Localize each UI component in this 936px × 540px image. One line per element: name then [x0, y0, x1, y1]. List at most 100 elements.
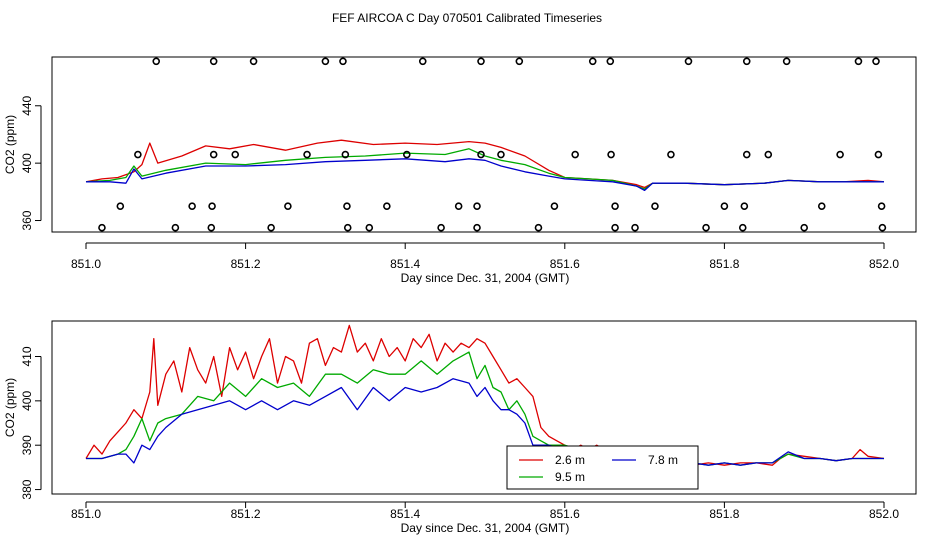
calibration-marker	[365, 223, 374, 232]
calibration-marker	[667, 150, 675, 159]
x-tick-label: 851.4	[390, 507, 420, 521]
calibration-marker	[738, 223, 747, 232]
calibration-marker	[764, 150, 773, 159]
y-tick-label: 400	[20, 153, 34, 173]
calibration-marker	[740, 202, 749, 210]
x-tick-label: 851.2	[231, 507, 261, 521]
x-tick-label: 851.8	[709, 257, 739, 271]
calibration-marker	[836, 150, 844, 159]
calibration-marker	[497, 150, 505, 159]
calibration-marker	[188, 202, 196, 210]
x-tick-label: 851.6	[550, 507, 580, 521]
calibration-marker	[702, 223, 710, 232]
chart-title: FEF AIRCOA C Day 070501 Calibrated Times…	[332, 11, 602, 25]
calibration-marker	[402, 150, 411, 159]
y-tick-label: 360	[20, 210, 34, 230]
calibration-marker	[303, 150, 311, 159]
y-tick-label: 400	[20, 391, 34, 411]
x-tick-label: 852.0	[869, 507, 899, 521]
calibration-marker	[684, 57, 693, 66]
calibration-marker	[209, 150, 218, 159]
x-axis-label: Day since Dec. 31, 2004 (GMT)	[401, 271, 570, 285]
calibration-marker	[571, 150, 579, 159]
calibration-marker	[854, 57, 863, 66]
legend-entry: 7.8 m	[648, 453, 678, 467]
calibration-marker	[477, 57, 485, 66]
calibration-marker	[611, 202, 619, 210]
calibration-marker	[98, 223, 106, 232]
legend: 2.6 m 9.5 m 7.8 m	[506, 445, 699, 490]
calibration-marker	[550, 202, 559, 210]
calibration-marker	[343, 202, 351, 210]
calibration-marker	[878, 223, 887, 232]
calibration-marker	[477, 150, 485, 159]
calibration-marker	[116, 202, 125, 210]
calibration-marker	[588, 57, 597, 66]
y-axis-label: CO2 (ppm)	[3, 115, 17, 174]
calibration-marker	[152, 57, 161, 66]
calibration-marker	[742, 150, 751, 159]
legend-entry: 9.5 m	[555, 470, 585, 484]
x-tick-label: 851.4	[390, 257, 420, 271]
calibration-marker	[606, 57, 615, 66]
y-tick-label: 410	[20, 346, 34, 366]
x-tick-label: 851.6	[550, 257, 580, 271]
calibration-marker	[171, 223, 180, 232]
calibration-marker	[209, 57, 218, 66]
calibration-marker	[437, 223, 445, 232]
legend-entry: 2.6 m	[555, 453, 585, 467]
calibration-marker	[208, 202, 216, 210]
series-line-2-6-m	[85, 324, 885, 477]
calibration-marker	[339, 57, 347, 66]
calibration-marker	[742, 57, 751, 66]
calibration-marker	[874, 150, 883, 159]
calibration-marker	[134, 150, 142, 159]
calibration-marker	[800, 223, 809, 232]
calibration-marker	[877, 202, 886, 210]
x-tick-label: 851.2	[231, 257, 261, 271]
calibration-marker	[631, 223, 639, 232]
calibration-marker	[321, 57, 330, 66]
calibration-marker	[418, 57, 427, 66]
calibration-marker	[607, 150, 615, 159]
calibration-marker	[782, 57, 791, 66]
x-axis-label: Day since Dec. 31, 2004 (GMT)	[401, 521, 570, 535]
x-tick-label: 851.0	[71, 257, 101, 271]
calibration-marker	[534, 223, 543, 232]
x-tick-label: 851.8	[709, 507, 739, 521]
panel-2: 851.0 851.2 851.4 851.6 851.8 852.0 Day since …	[3, 320, 917, 535]
calibration-marker	[872, 57, 880, 66]
calibration-marker	[611, 223, 619, 232]
series-line-9-5-m	[86, 351, 884, 482]
calibration-marker	[473, 223, 481, 232]
calibration-marker	[284, 202, 292, 210]
calibration-marker	[817, 202, 826, 210]
plot-frame	[51, 320, 917, 495]
calibration-marker	[720, 202, 729, 210]
calibration-marker	[231, 150, 240, 159]
calibration-marker	[341, 150, 350, 159]
calibration-marker	[383, 202, 391, 210]
y-tick-label: 390	[20, 435, 34, 455]
plot-frame	[51, 56, 917, 233]
calibration-marker	[651, 202, 659, 210]
calibration-marker	[454, 202, 463, 210]
series-line-2-6-m	[85, 139, 885, 189]
series-line-7-8-m	[86, 158, 884, 192]
calibration-marker	[515, 57, 524, 66]
x-tick-label: 852.0	[869, 257, 899, 271]
calibration-marker	[343, 223, 352, 232]
y-tick-label: 440	[20, 95, 34, 115]
y-axis-label: CO2 (ppm)	[3, 378, 17, 437]
legend-box	[506, 445, 699, 490]
y-tick-label: 380	[20, 479, 34, 499]
calibration-marker	[207, 223, 216, 232]
calibration-marker	[249, 57, 258, 66]
series-line-7-8-m	[86, 378, 884, 486]
calibration-marker	[473, 202, 481, 210]
panel-1: 851.0 851.2 851.4 851.6 851.8 852.0 Day since …	[3, 56, 917, 285]
calibration-marker	[267, 223, 275, 232]
x-tick-label: 851.0	[71, 507, 101, 521]
